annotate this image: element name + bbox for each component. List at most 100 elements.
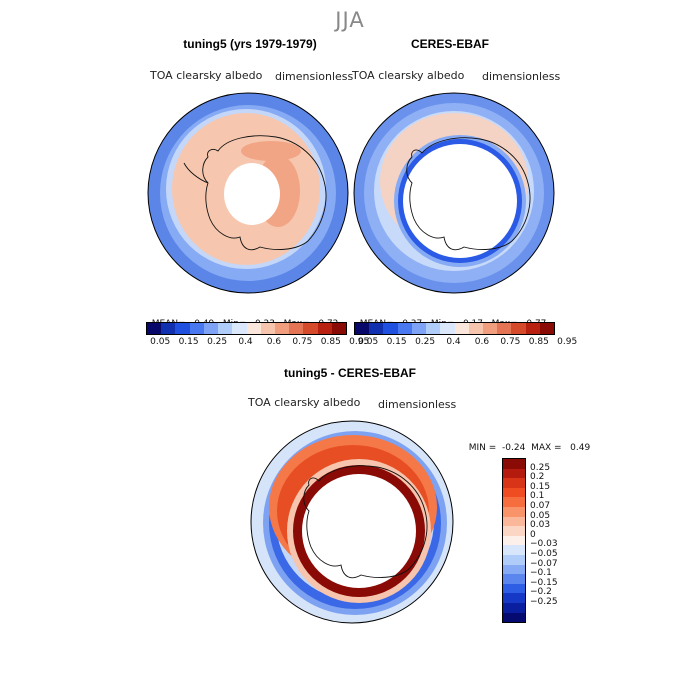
colorbar-swatch <box>503 564 525 575</box>
colorbar-tick-label: 0.85 <box>528 337 549 347</box>
colorbar-swatch <box>503 602 525 613</box>
panel1-hole <box>224 163 280 225</box>
colorbar-tick-label: −0.1 <box>530 568 552 579</box>
colorbar-tick-label: 0.6 <box>474 337 490 347</box>
colorbar-tick-label: 0.05 <box>530 510 551 521</box>
colorbar-swatch <box>189 323 204 334</box>
panel2-title: CERES-EBAF <box>410 37 489 51</box>
panel2-colorbar <box>354 322 555 335</box>
diff-hole <box>302 474 416 588</box>
colorbar-swatch <box>397 323 412 334</box>
colorbar-tick-label: 0.95 <box>557 337 578 347</box>
colorbar-swatch <box>503 516 525 527</box>
colorbar-tick-label: −0.15 <box>530 577 558 588</box>
colorbar-tick-label: 0.05 <box>358 337 379 347</box>
season-title: JJA <box>335 8 365 32</box>
colorbar-swatch <box>503 593 525 603</box>
colorbar-swatch <box>503 545 525 555</box>
colorbar-tick-label: 0.6 <box>266 337 282 347</box>
diff-title: tuning5 - CERES-EBAF <box>284 366 416 380</box>
panel1-coastline <box>183 135 327 251</box>
colorbar-swatch <box>525 323 540 334</box>
colorbar-tick-label: 0.25 <box>530 462 551 473</box>
colorbar-swatch <box>440 323 455 334</box>
colorbar-swatch <box>426 323 441 334</box>
colorbar-swatch <box>355 323 370 334</box>
colorbar-tick-label: 0.75 <box>292 337 313 347</box>
colorbar-tick-label: −0.2 <box>530 587 552 598</box>
diff-variable: TOA clearsky albedo <box>248 396 361 409</box>
colorbar-swatch <box>503 497 525 507</box>
colorbar-swatch <box>246 323 261 334</box>
colorbar-swatch <box>503 554 525 565</box>
colorbar-swatch <box>454 323 469 334</box>
diff-colorbar-ticks: 0.25 0.2 0.15 0.1 0.07 0.05 0.03 0 −0.03 −0.05 −0.… <box>530 458 570 621</box>
panel2-coastline <box>406 137 531 251</box>
colorbar-swatch <box>482 323 498 334</box>
colorbar-swatch <box>303 323 318 334</box>
colorbar-swatch <box>503 583 525 594</box>
colorbar-swatch <box>503 535 525 546</box>
diff-units: dimensionless <box>378 398 457 411</box>
colorbar-swatch <box>383 323 398 334</box>
colorbar-swatch <box>218 323 233 334</box>
panel2-variable: TOA clearsky albedo <box>352 69 465 82</box>
colorbar-tick-label: 0.25 <box>415 337 436 347</box>
diff-minmax: MIN = -0.24 MAX = 0.49 <box>463 433 590 453</box>
colorbar-swatch <box>260 323 275 334</box>
colorbar-tick-label: 0.07 <box>530 500 551 511</box>
colorbar-swatch <box>161 323 176 334</box>
colorbar-tick-label: 0.95 <box>349 337 370 347</box>
colorbar-tick-label: −0.07 <box>530 558 558 569</box>
colorbar-tick-label: 0.1 <box>530 491 545 502</box>
colorbar-swatch <box>468 323 483 334</box>
colorbar-swatch <box>411 323 427 334</box>
colorbar-swatch <box>503 506 525 517</box>
colorbar-tick-label: 0.15 <box>178 337 199 347</box>
colorbar-swatch <box>289 323 304 334</box>
diff-min: -0.24 <box>502 443 526 453</box>
colorbar-swatch <box>503 468 525 479</box>
colorbar-tick-label: 0.2 <box>530 472 545 483</box>
colorbar-swatch <box>503 526 525 536</box>
colorbar-swatch <box>503 612 525 623</box>
colorbar-swatch <box>503 487 525 498</box>
colorbar-tick-label: −0.05 <box>530 548 558 559</box>
colorbar-swatch <box>503 574 525 584</box>
colorbar-swatch <box>539 323 555 334</box>
colorbar-swatch <box>503 459 525 469</box>
diff-colorbar <box>502 458 526 623</box>
colorbar-tick-label: 0.15 <box>386 337 407 347</box>
panel1-band <box>241 141 301 161</box>
colorbar-tick-label: 0.03 <box>530 520 551 531</box>
colorbar-swatch <box>274 323 290 334</box>
colorbar-tick-label: 0.85 <box>320 337 341 347</box>
colorbar-swatch <box>147 323 162 334</box>
panel2-units: dimensionless <box>482 70 561 83</box>
panel2-colorbar-ticks: 0.05 0.15 0.25 0.4 0.6 0.75 0.85 0.95 <box>354 337 577 349</box>
colorbar-swatch <box>497 323 512 334</box>
colorbar-tick-label: 0.05 <box>150 337 171 347</box>
colorbar-tick-label: 0.4 <box>446 337 461 347</box>
colorbar-swatch <box>503 478 525 488</box>
panel1-colorbar-ticks: 0.05 0.15 0.25 0.4 0.6 0.75 0.85 0.95 <box>146 337 369 349</box>
colorbar-swatch <box>369 323 384 334</box>
panel1-variable: TOA clearsky albedo <box>150 69 263 82</box>
colorbar-swatch <box>175 323 190 334</box>
colorbar-tick-label: 0.25 <box>207 337 228 347</box>
colorbar-swatch <box>203 323 219 334</box>
colorbar-tick-label: −0.03 <box>530 539 558 550</box>
colorbar-tick-label: 0.4 <box>238 337 253 347</box>
diff-max: 0.49 <box>570 443 591 453</box>
diff-coastline <box>303 465 428 579</box>
panel2-hole <box>403 144 517 258</box>
colorbar-tick-label: −0.25 <box>530 596 558 607</box>
panel1-title: tuning5 (yrs 1979-1979) <box>183 37 317 51</box>
colorbar-swatch <box>317 323 332 334</box>
colorbar-tick-label: 0.15 <box>530 481 551 492</box>
colorbar-tick-label: 0.75 <box>500 337 521 347</box>
panel1-units: dimensionless <box>275 70 354 83</box>
panel1-map <box>147 92 349 294</box>
panel1-colorbar <box>146 322 347 335</box>
colorbar-swatch <box>511 323 526 334</box>
